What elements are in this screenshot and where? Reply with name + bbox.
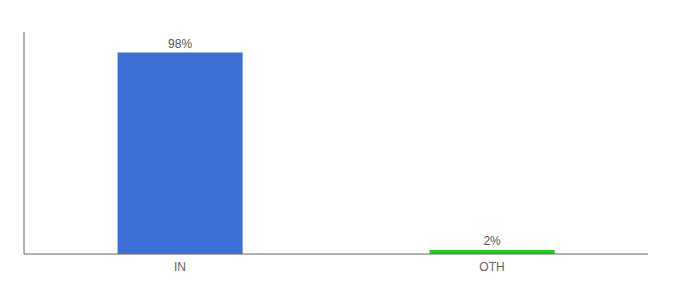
svg-text:IN: IN xyxy=(174,260,186,274)
svg-text:2%: 2% xyxy=(483,234,501,248)
svg-text:OTH: OTH xyxy=(479,260,504,274)
svg-text:98%: 98% xyxy=(168,37,192,51)
